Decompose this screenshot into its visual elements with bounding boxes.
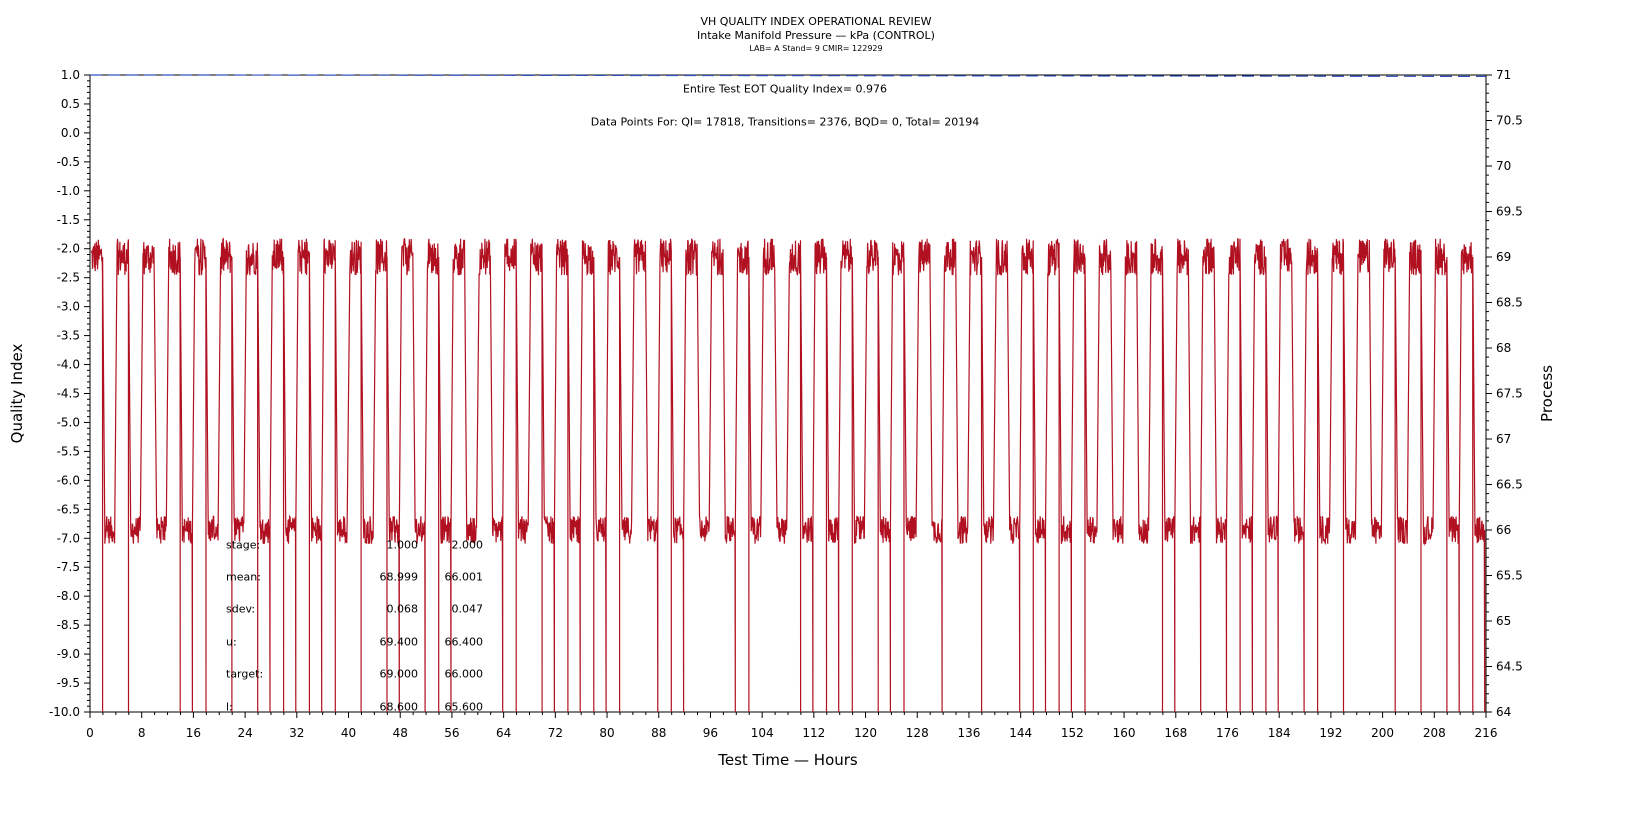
x-tick-label: 200: [1371, 726, 1394, 740]
y-tick-label: -3.0: [57, 300, 80, 314]
stats-value-stage2: 66.001: [445, 571, 484, 584]
y-tick-label: -2.5: [57, 271, 80, 285]
y-tick-label: 0.0: [61, 126, 80, 140]
stats-value-stage2: 66.400: [445, 635, 484, 648]
y-tick-label: -10.0: [49, 705, 80, 719]
y-tick-label: -7.0: [57, 531, 80, 545]
stats-label: l:: [226, 700, 233, 713]
stats-value-stage2: 0.047: [452, 602, 484, 615]
y2-tick-label: 68: [1496, 341, 1511, 355]
y-tick-label: 0.5: [61, 97, 80, 111]
x-tick-label: 32: [289, 726, 304, 740]
stats-value-stage2: 66.000: [445, 667, 484, 680]
stats-table: stage: 1.000 2.000 mean: 68.999 66.001 sdev: 0.…: [226, 539, 483, 714]
x-tick-label: 16: [186, 726, 201, 740]
x-tick-label: 192: [1319, 726, 1342, 740]
y-tick-label: -2.0: [57, 242, 80, 256]
x-tick-label: 88: [651, 726, 666, 740]
x-tick-label: 136: [958, 726, 981, 740]
y2-tick-label: 64.5: [1496, 660, 1523, 674]
y2-tick-label: 67.5: [1496, 387, 1523, 401]
x-tick-label: 24: [237, 726, 252, 740]
x-tick-label: 112: [802, 726, 825, 740]
stats-value-stage1: 69.000: [380, 667, 419, 680]
x-tick-label: 184: [1268, 726, 1291, 740]
stats-value-stage1: 68.600: [380, 700, 419, 713]
quality-index-line: [90, 74, 1487, 77]
series-group: [90, 74, 1487, 713]
stats-value-stage1: 69.400: [380, 635, 419, 648]
process-series-line: [90, 237, 1486, 713]
stats-label: target:: [226, 667, 263, 680]
chart-subtitle-2: LAB= A Stand= 9 CMIR= 122929: [749, 44, 882, 53]
x-tick-label: 104: [751, 726, 774, 740]
y-tick-label: -8.0: [57, 589, 80, 603]
y2-tick-label: 66.5: [1496, 478, 1523, 492]
x-tick-label: 72: [548, 726, 563, 740]
x-tick-label: 120: [854, 726, 877, 740]
y-tick-label: -6.5: [57, 502, 80, 516]
x-tick-label: 80: [599, 726, 614, 740]
y-tick-label: 1.0: [61, 68, 80, 82]
x-tick-label: 0: [86, 726, 94, 740]
y2-tick-label: 70: [1496, 159, 1511, 173]
y2-tick-label: 65.5: [1496, 569, 1523, 583]
x-tick-label: 8: [138, 726, 146, 740]
quality-index-annotation: Entire Test EOT Quality Index= 0.976: [683, 82, 887, 95]
x-tick-label: 176: [1216, 726, 1239, 740]
y2-tick-label: 71: [1496, 68, 1511, 82]
y-tick-label: -4.5: [57, 387, 80, 401]
y2-tick-label: 70.5: [1496, 114, 1523, 128]
axis-ticks: 0 8 16 24 32 40 48 56 64 72 80 88 96 104 112 120 128 136 1…: [49, 68, 1523, 740]
x-tick-label: 168: [1164, 726, 1187, 740]
y-tick-label: -5.0: [57, 415, 80, 429]
y-tick-label: -9.0: [57, 647, 80, 661]
y2-tick-label: 64: [1496, 705, 1511, 719]
y2-tick-label: 66: [1496, 523, 1511, 537]
y-tick-label: -8.5: [57, 618, 80, 632]
y2-axis-label: Process: [1538, 365, 1556, 422]
y-tick-label: -5.5: [57, 444, 80, 458]
stats-label: stage:: [226, 539, 260, 552]
chart-title: VH QUALITY INDEX OPERATIONAL REVIEW: [700, 15, 931, 28]
y-axis-label: Quality Index: [8, 344, 26, 444]
y-tick-label: -1.5: [57, 213, 80, 227]
y2-tick-label: 69.5: [1496, 205, 1523, 219]
y2-tick-label: 69: [1496, 250, 1511, 264]
stats-label: u:: [226, 635, 237, 648]
x-tick-label: 216: [1475, 726, 1498, 740]
x-tick-label: 96: [703, 726, 718, 740]
y-tick-label: -0.5: [57, 155, 80, 169]
y-tick-label: -6.0: [57, 473, 80, 487]
y-tick-label: -9.5: [57, 676, 80, 690]
x-tick-label: 208: [1423, 726, 1446, 740]
x-tick-label: 144: [1009, 726, 1032, 740]
y2-tick-label: 65: [1496, 614, 1511, 628]
stats-label: mean:: [226, 571, 261, 584]
stats-value-stage1: 1.000: [387, 539, 419, 552]
y2-tick-label: 67: [1496, 432, 1511, 446]
chart-subtitle: Intake Manifold Pressure — kPa (CONTROL): [697, 29, 935, 42]
stats-label: sdev:: [226, 602, 255, 615]
y-tick-label: -4.0: [57, 358, 80, 372]
x-tick-label: 48: [393, 726, 408, 740]
y2-tick-label: 68.5: [1496, 296, 1523, 310]
x-tick-label: 40: [341, 726, 356, 740]
data-points-annotation: Data Points For: QI= 17818, Transitions=…: [591, 115, 980, 128]
stats-value-stage2: 2.000: [452, 539, 484, 552]
y-tick-label: -1.0: [57, 184, 80, 198]
y-tick-label: -3.5: [57, 329, 80, 343]
stats-value-stage1: 0.068: [387, 602, 419, 615]
x-tick-label: 64: [496, 726, 511, 740]
x-axis-label: Test Time — Hours: [717, 751, 858, 769]
x-tick-label: 152: [1061, 726, 1084, 740]
x-tick-label: 128: [906, 726, 929, 740]
stats-value-stage2: 65.600: [445, 700, 484, 713]
x-tick-label: 56: [444, 726, 459, 740]
y-tick-label: -7.5: [57, 560, 80, 574]
stats-value-stage1: 68.999: [380, 571, 419, 584]
x-tick-label: 160: [1113, 726, 1136, 740]
